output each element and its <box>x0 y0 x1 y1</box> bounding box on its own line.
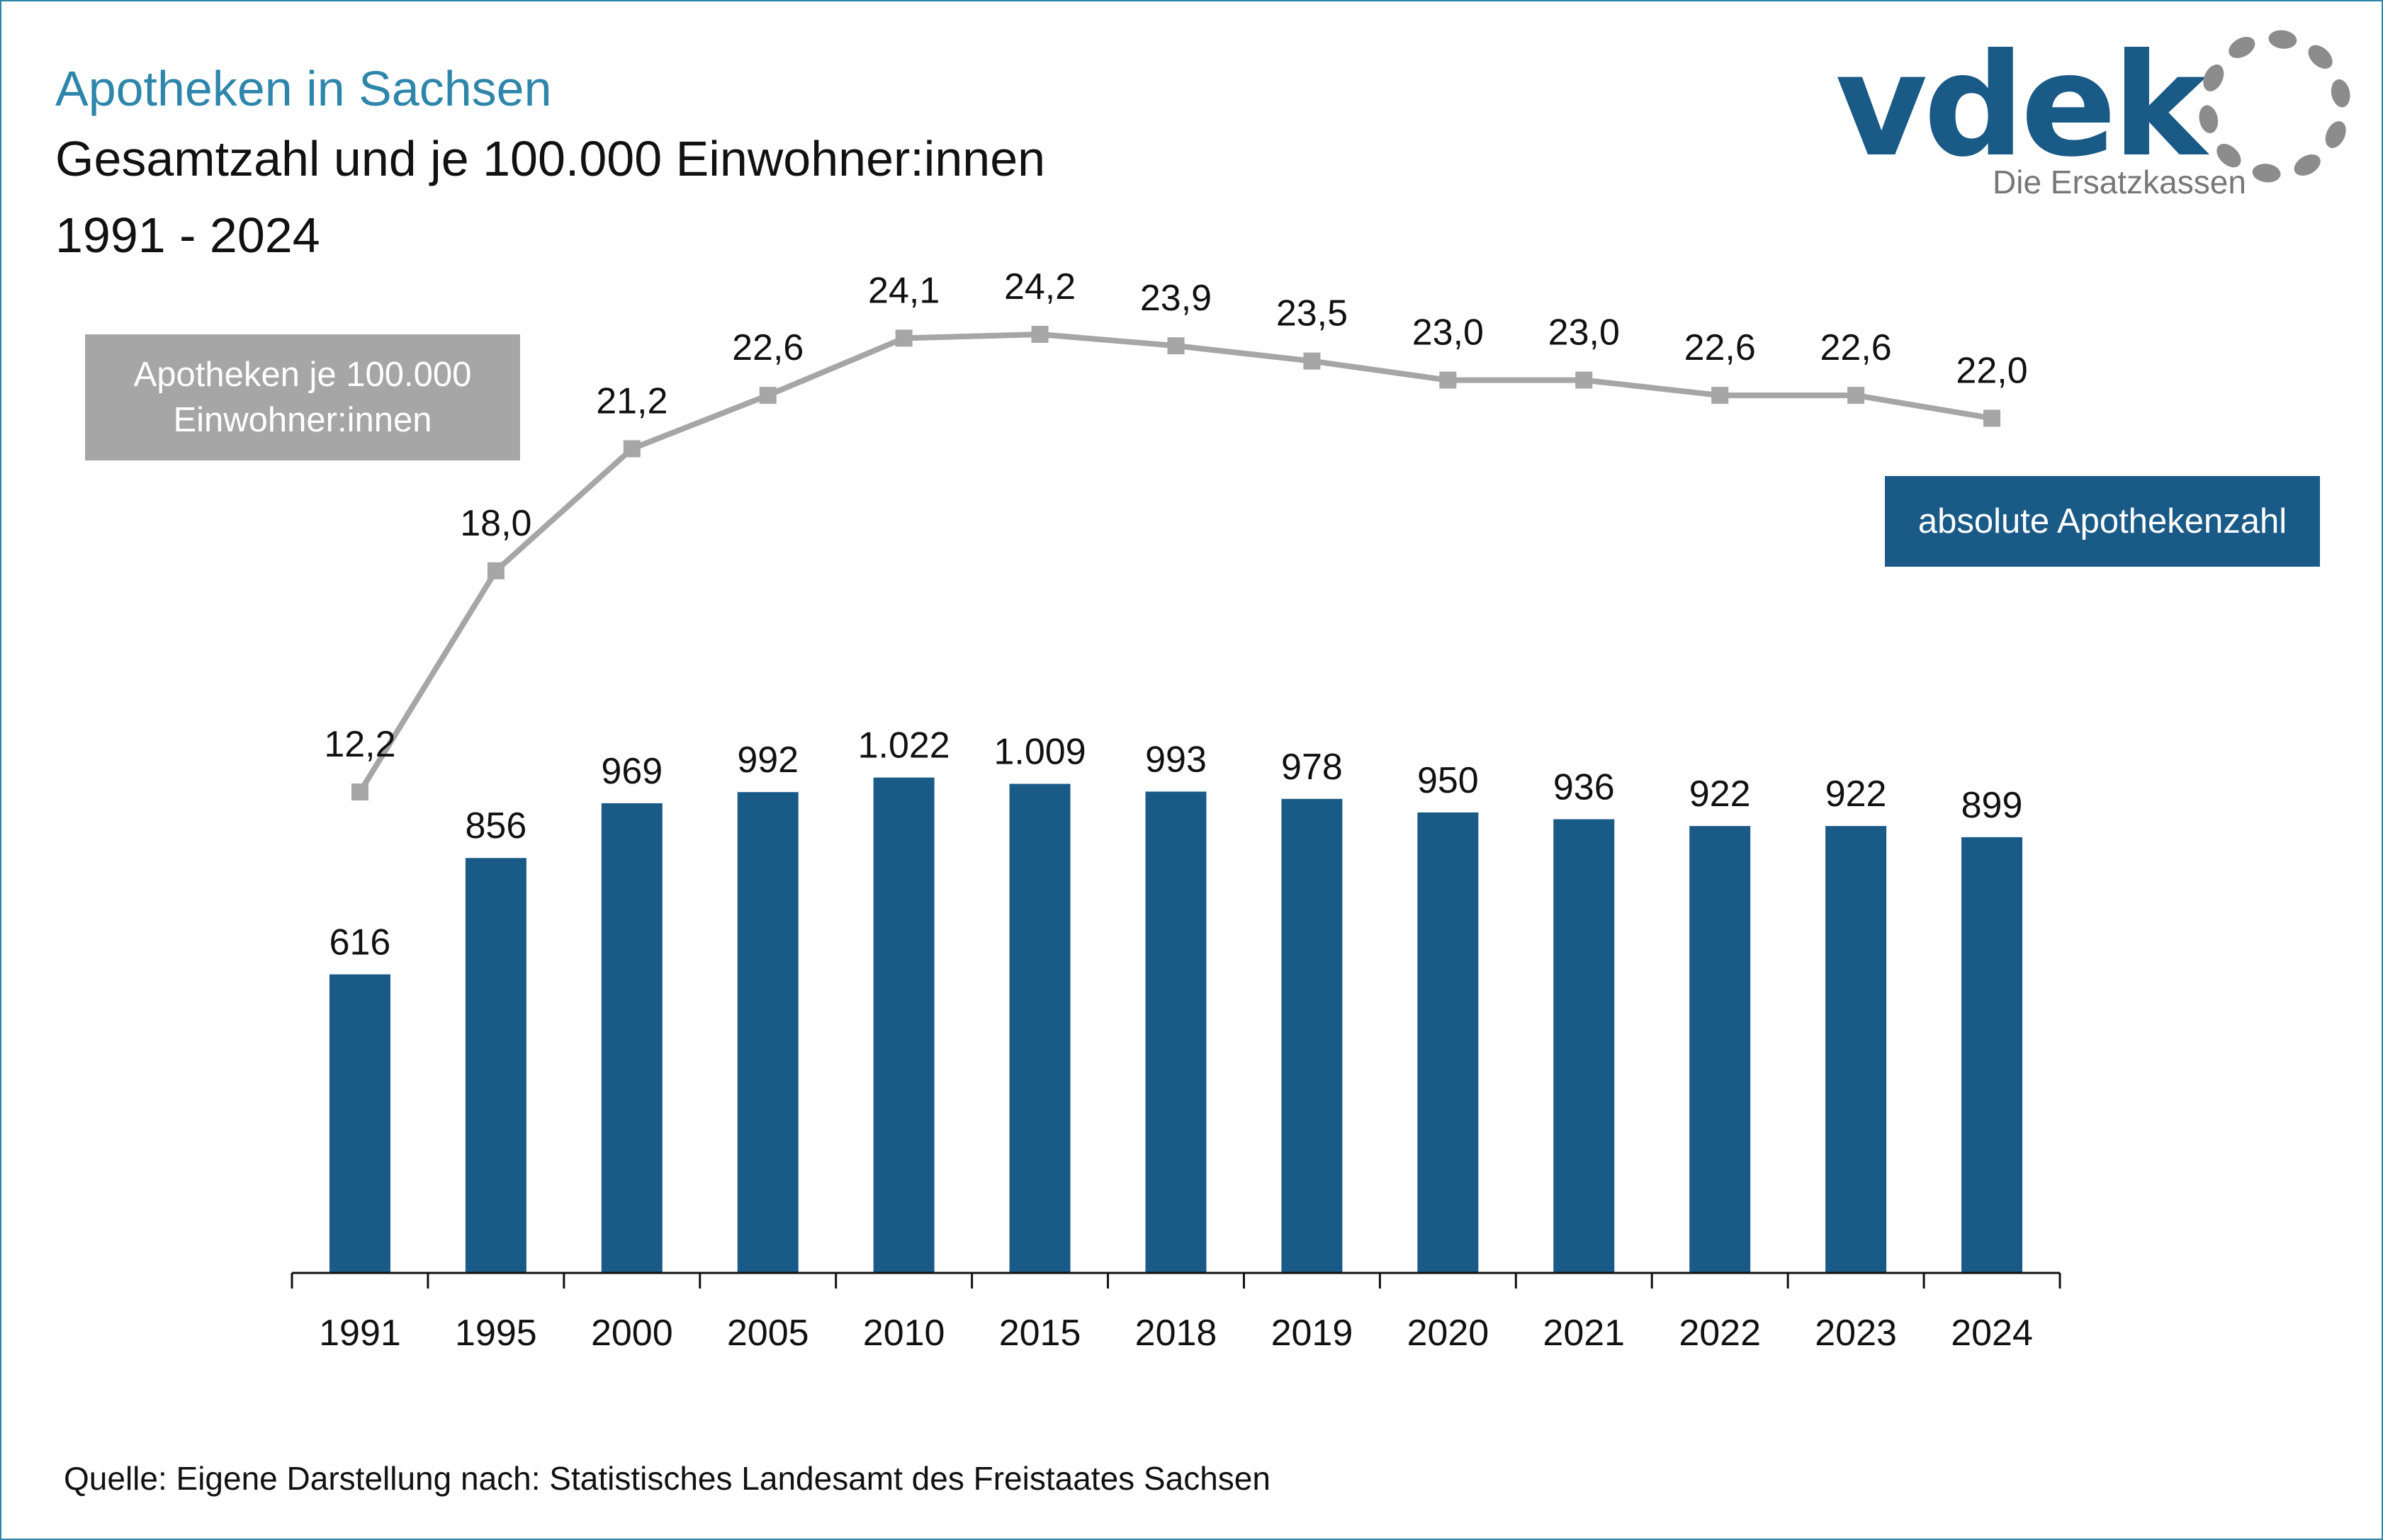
line-value-label: 22,6 <box>1820 327 1892 368</box>
x-tick-label: 2005 <box>727 1313 809 1354</box>
logo-wordmark: vdek <box>1835 23 2207 188</box>
logo-ring-segment <box>2268 30 2297 49</box>
line-value-label: 12,2 <box>324 724 395 765</box>
line-marker-2005 <box>759 387 777 404</box>
bar-value-label: 616 <box>329 922 391 963</box>
line-value-label: 21,2 <box>596 381 667 422</box>
bar-value-label: 856 <box>466 805 527 847</box>
logo-ring-segment <box>2331 79 2350 108</box>
x-tick-label: 2023 <box>1815 1313 1897 1354</box>
line-marker-2000 <box>623 440 641 458</box>
source-note: Quelle: Eigene Darstellung nach: Statist… <box>64 1460 1271 1497</box>
chart-subtitle: Gesamtzahl und je 100.000 Einwohner:inne… <box>55 131 1046 186</box>
bar-value-label: 969 <box>601 751 663 792</box>
line-marker-2024 <box>1983 409 2001 427</box>
logo-ring-segment <box>2216 143 2241 168</box>
line-value-label: 23,0 <box>1412 312 1484 353</box>
line-marker-1991 <box>351 783 368 800</box>
bar-value-label: 899 <box>1961 785 2023 826</box>
x-tick-label: 2015 <box>999 1313 1081 1354</box>
x-tick-label: 2020 <box>1407 1313 1489 1354</box>
logo-tagline: Die Ersatzkassen <box>1993 164 2246 200</box>
bar-2000 <box>601 803 663 1273</box>
line-value-label: 23,0 <box>1548 312 1620 353</box>
logo-ring-segment <box>2294 154 2321 176</box>
chart-period: 1991 - 2024 <box>55 208 320 263</box>
line-value-label: 23,9 <box>1140 278 1212 319</box>
line-marker-2021 <box>1575 371 1593 389</box>
x-tick-label: 2022 <box>1679 1313 1761 1354</box>
bar-value-label: 922 <box>1689 774 1751 815</box>
logo-ring-segment <box>2308 45 2333 69</box>
line-value-label: 23,5 <box>1276 293 1348 334</box>
bar-2024 <box>1961 837 2023 1273</box>
bar-2022 <box>1689 826 1751 1273</box>
line-marker-2019 <box>1303 352 1321 370</box>
bar-2018 <box>1145 791 1207 1273</box>
bar-value-label: 1.009 <box>994 732 1086 773</box>
bar-2015 <box>1009 783 1071 1273</box>
line-series-label: Apotheken je 100.000 Einwohner:innen <box>85 334 520 460</box>
x-tick-label: 2018 <box>1135 1313 1217 1354</box>
bar-2010 <box>873 777 935 1273</box>
x-tick-label: 2024 <box>1951 1313 2033 1354</box>
line-value-label: 22,6 <box>1684 327 1756 368</box>
vdek-logo: vdek Die Ersatzkassen <box>1835 21 2360 200</box>
line-value-label: 18,0 <box>460 503 531 544</box>
x-tick-label: 1991 <box>319 1313 401 1354</box>
bar-1991 <box>329 974 390 1273</box>
line-value-label: 22,0 <box>1956 350 2027 391</box>
x-tick-label: 2019 <box>1271 1313 1353 1354</box>
line-marker-2018 <box>1167 337 1185 355</box>
line-value-label: 24,1 <box>868 270 940 311</box>
line-marker-2020 <box>1439 371 1457 389</box>
logo-ring-segment <box>2325 121 2346 148</box>
x-tick-label: 1995 <box>455 1313 537 1354</box>
x-tick-label: 2021 <box>1543 1313 1625 1354</box>
chart-header: Apotheken in Sachsen Gesamtzahl und je 1… <box>55 57 1045 273</box>
x-tick-label: 2010 <box>863 1313 945 1354</box>
x-tick-label: 2000 <box>591 1313 673 1354</box>
bar-value-label: 922 <box>1825 774 1887 815</box>
logo-ring-segment <box>2252 164 2281 183</box>
line-value-label: 22,6 <box>732 327 804 368</box>
bar-2005 <box>737 792 799 1273</box>
logo-ring-segment <box>2229 37 2255 58</box>
bar-value-label: 1.022 <box>858 725 950 766</box>
chart-title: Apotheken in Sachsen <box>55 61 552 116</box>
bar-series-label: absolute Apothekenzahl <box>1885 476 2320 567</box>
bar-2019 <box>1281 798 1343 1273</box>
logo-ring-icon <box>2199 30 2350 183</box>
bar-value-label: 978 <box>1281 747 1343 788</box>
line-label-line1: Apotheken je 100.000 <box>133 356 472 394</box>
logo-ring-segment <box>2199 105 2219 134</box>
line-marker-2010 <box>895 329 913 347</box>
bar-2020 <box>1417 812 1479 1273</box>
bar-1995 <box>465 858 526 1273</box>
line-value-label: 24,2 <box>1004 266 1076 307</box>
bar-2021 <box>1553 819 1615 1273</box>
bar-2023 <box>1825 826 1887 1273</box>
bar-value-label: 950 <box>1417 760 1479 801</box>
line-marker-2022 <box>1711 387 1729 404</box>
line-label-line2: Einwohner:innen <box>173 401 432 439</box>
line-marker-1995 <box>487 562 505 579</box>
logo-ring-segment <box>2203 64 2224 91</box>
line-marker-2023 <box>1847 387 1865 404</box>
line-marker-2015 <box>1031 326 1049 343</box>
bar-value-label: 936 <box>1553 766 1615 808</box>
bar-value-label: 992 <box>737 740 799 781</box>
bar-value-label: 993 <box>1145 739 1207 780</box>
